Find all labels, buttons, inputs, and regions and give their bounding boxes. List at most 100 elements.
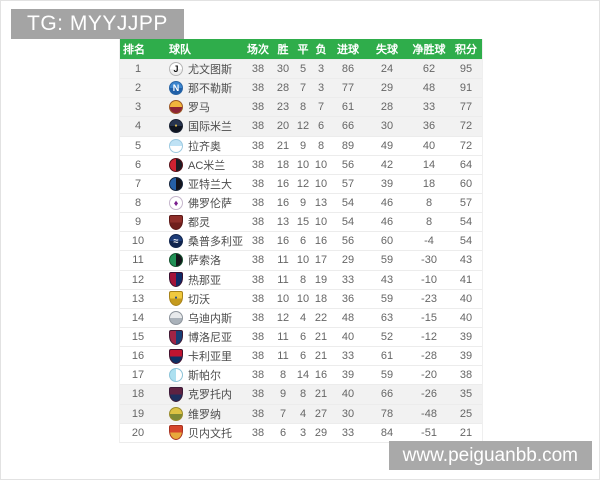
gf-cell: 54 (341, 216, 355, 229)
played-cell: 38 (251, 407, 265, 420)
rank-cell: 12 (131, 273, 145, 286)
loss-cell: 18 (314, 292, 328, 305)
loss-cell: 3 (317, 82, 325, 95)
loss-cell: 16 (314, 369, 328, 382)
gf-cell: 54 (341, 197, 355, 210)
header-draw: 平 (297, 44, 309, 56)
draw-cell: 14 (296, 369, 310, 382)
pts-cell: 40 (459, 311, 473, 324)
win-cell: 30 (276, 63, 290, 76)
pts-cell: 57 (459, 197, 473, 210)
draw-cell: 6 (299, 235, 307, 248)
win-cell: 21 (276, 139, 290, 152)
gf-cell: 40 (341, 388, 355, 401)
torino-crest-icon (169, 214, 183, 230)
played-cell: 38 (251, 139, 265, 152)
team-cell: 贝内文托 (156, 425, 244, 441)
ga-cell: 42 (380, 158, 394, 171)
played-cell: 38 (251, 101, 265, 114)
win-cell: 28 (276, 82, 290, 95)
pts-cell: 64 (459, 158, 473, 171)
win-cell: 11 (277, 254, 289, 267)
crest-glyph: J (173, 63, 179, 74)
team-cell: 罗马 (156, 99, 244, 115)
team-name: 都灵 (188, 217, 210, 230)
crotone-crest-icon (169, 386, 183, 402)
draw-cell: 10 (296, 254, 310, 267)
ga-cell: 43 (380, 273, 394, 286)
table-row: 20 贝内文托 38 6 3 29 33 84 -51 21 (120, 422, 482, 442)
team-cell: 克罗托内 (156, 386, 244, 402)
played-cell: 38 (251, 216, 265, 229)
pts-cell: 39 (459, 331, 473, 344)
draw-cell: 8 (299, 273, 307, 286)
gd-cell: 14 (422, 158, 436, 171)
draw-cell: 10 (296, 292, 310, 305)
rank-cell: 13 (131, 292, 145, 305)
team-name: 克罗托内 (188, 389, 232, 402)
team-name: 切沃 (188, 293, 210, 306)
team-cell: ≈ 桑普多利亚 (156, 233, 244, 249)
loss-cell: 6 (317, 120, 325, 133)
table-row: 11 萨索洛 38 11 10 17 29 59 -30 43 (120, 250, 482, 270)
win-cell: 20 (276, 120, 290, 133)
crest-glyph: ● (174, 295, 178, 302)
draw-cell: 12 (296, 120, 310, 133)
pts-cell: 21 (459, 426, 473, 439)
rank-cell: 8 (134, 197, 142, 210)
team-name: 博洛尼亚 (188, 332, 232, 345)
team-cell: 乌迪内斯 (156, 310, 244, 326)
win-cell: 7 (279, 407, 287, 420)
win-cell: 18 (276, 158, 290, 171)
gf-cell: 61 (341, 101, 355, 114)
rank-cell: 6 (134, 158, 142, 171)
table-row: 16 卡利亚里 38 11 6 21 33 61 -28 39 (120, 346, 482, 366)
rank-cell: 20 (131, 426, 145, 439)
loss-cell: 29 (314, 426, 328, 439)
draw-cell: 10 (296, 158, 310, 171)
loss-cell: 19 (314, 273, 328, 286)
win-cell: 11 (277, 273, 289, 286)
gf-cell: 86 (341, 63, 355, 76)
ga-cell: 60 (380, 235, 394, 248)
header-played: 场次 (247, 44, 269, 56)
pts-cell: 38 (459, 369, 473, 382)
table-body: 1 J 尤文图斯 38 30 5 3 86 24 62 95 2 N 那不勒斯 38 28 7 3 77 29 48 91… (120, 59, 482, 442)
gf-cell: 33 (341, 426, 355, 439)
team-cell: 卡利亚里 (156, 348, 244, 364)
ga-cell: 29 (380, 82, 394, 95)
played-cell: 38 (251, 331, 265, 344)
draw-cell: 3 (299, 426, 307, 439)
pts-cell: 54 (459, 216, 473, 229)
team-cell: 博洛尼亚 (156, 329, 244, 345)
header-rank: 排名 (123, 44, 145, 56)
loss-cell: 21 (314, 350, 328, 363)
loss-cell: 13 (314, 197, 328, 210)
loss-cell: 22 (314, 311, 328, 324)
played-cell: 38 (251, 369, 265, 382)
table-row: 12 热那亚 38 11 8 19 33 43 -10 41 (120, 269, 482, 289)
table-row: 7 亚特兰大 38 16 12 10 57 39 18 60 (120, 173, 482, 193)
draw-cell: 6 (299, 350, 307, 363)
loss-cell: 21 (314, 331, 328, 344)
draw-cell: 7 (299, 82, 307, 95)
rank-cell: 3 (134, 101, 142, 114)
played-cell: 38 (251, 120, 265, 133)
played-cell: 38 (251, 158, 265, 171)
gd-cell: -26 (421, 388, 437, 401)
rank-cell: 10 (131, 235, 145, 248)
gf-cell: 29 (341, 254, 355, 267)
table-row: 18 克罗托内 38 9 8 21 40 66 -26 35 (120, 384, 482, 404)
team-name: 维罗纳 (188, 408, 221, 421)
team-name: 热那亚 (188, 274, 221, 287)
table-row: 19 维罗纳 38 7 4 27 30 78 -48 25 (120, 403, 482, 423)
gf-cell: 30 (341, 407, 355, 420)
gf-cell: 56 (341, 158, 355, 171)
win-cell: 8 (279, 369, 287, 382)
draw-cell: 8 (299, 388, 307, 401)
team-name: 国际米兰 (188, 121, 232, 134)
gf-cell: 56 (341, 235, 355, 248)
pts-cell: 39 (459, 350, 473, 363)
crest-glyph: ● (174, 122, 178, 129)
